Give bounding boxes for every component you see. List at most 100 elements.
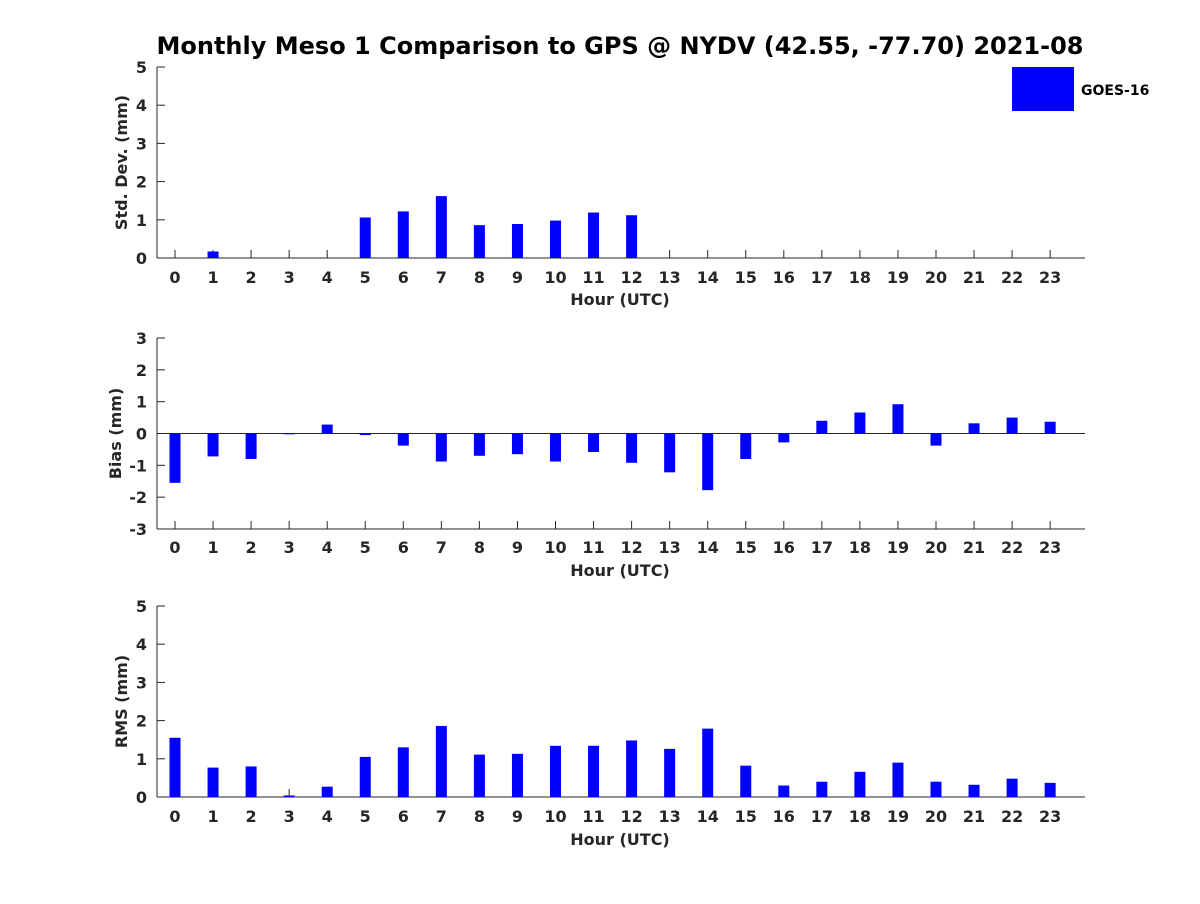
bar-rms-hour-19 (892, 762, 904, 797)
x-tick-label: 21 (963, 807, 985, 826)
x-tick-label: 0 (169, 807, 180, 826)
x-tick-label: 0 (169, 268, 180, 287)
bar-rms-hour-0 (169, 737, 181, 797)
x-tick-label: 18 (849, 268, 871, 287)
y-tick-label: 1 (136, 750, 147, 769)
bar-std-hour-5 (359, 217, 371, 258)
bar-bias-hour-1 (207, 433, 219, 457)
x-tick-label: 3 (284, 538, 295, 557)
x-tick-label: 21 (963, 538, 985, 557)
bar-rms-hour-10 (550, 745, 561, 797)
x-tick-label: 19 (887, 807, 909, 826)
bar-rms-hour-8 (473, 754, 485, 797)
bar-bias-hour-13 (664, 433, 676, 473)
x-tick-label: 18 (849, 538, 871, 557)
y-axis-label: Std. Dev. (mm) (112, 95, 131, 230)
x-tick-label: 13 (659, 807, 681, 826)
x-tick-label: 12 (620, 807, 642, 826)
y-tick-label: -1 (129, 456, 147, 475)
bar-bias-hour-4 (321, 424, 333, 434)
bar-rms-hour-14 (702, 728, 714, 797)
x-tick-label: 20 (925, 807, 947, 826)
x-tick-label: 5 (360, 268, 371, 287)
x-tick-label: 23 (1039, 538, 1061, 557)
x-tick-label: 23 (1039, 268, 1061, 287)
x-tick-label: 8 (474, 538, 485, 557)
bar-rms-hour-9 (511, 753, 523, 797)
bar-std-hour-8 (473, 225, 485, 258)
x-tick-label: 3 (284, 268, 295, 287)
chart-title: Monthly Meso 1 Comparison to GPS @ NYDV … (157, 32, 1084, 60)
x-tick-label: 4 (322, 538, 333, 557)
bar-bias-hour-12 (626, 433, 638, 463)
y-tick-label: 2 (136, 361, 147, 380)
bar-std-hour-1 (207, 251, 219, 258)
x-tick-label: 20 (925, 538, 947, 557)
x-tick-label: 12 (620, 538, 642, 557)
x-tick-label: 6 (398, 268, 409, 287)
x-tick-label: 10 (544, 268, 566, 287)
x-tick-label: 21 (963, 268, 985, 287)
legend: GOES-16 (1012, 67, 1149, 111)
bar-rms-hour-12 (626, 740, 638, 797)
y-axis-label: RMS (mm) (112, 655, 131, 748)
bar-std-hour-9 (511, 224, 523, 258)
bar-rms-hour-13 (664, 748, 676, 797)
bar-rms-hour-21 (968, 784, 980, 797)
bar-rms-hour-23 (1044, 782, 1056, 797)
x-tick-label: 2 (246, 807, 257, 826)
bar-bias-hour-7 (435, 433, 447, 462)
bar-rms-hour-16 (778, 785, 790, 797)
bar-rms-hour-5 (359, 756, 371, 797)
bar-bias-hour-23 (1044, 421, 1056, 434)
bar-bias-hour-6 (397, 433, 409, 446)
bar-rms-hour-15 (740, 765, 752, 797)
y-tick-label: 5 (136, 58, 147, 77)
y-tick-label: 4 (136, 635, 147, 654)
x-tick-label: 22 (1001, 538, 1023, 557)
y-tick-label: 4 (136, 96, 147, 115)
x-tick-label: 19 (887, 538, 909, 557)
x-tick-label: 11 (582, 807, 604, 826)
y-tick-label: -2 (129, 488, 147, 507)
bar-rms-hour-4 (321, 786, 333, 797)
bar-bias-hour-19 (892, 404, 904, 434)
x-tick-label: 5 (360, 538, 371, 557)
bar-bias-hour-11 (588, 433, 600, 452)
x-tick-label: 15 (735, 268, 757, 287)
x-tick-label: 4 (322, 268, 333, 287)
x-tick-label: 16 (773, 268, 795, 287)
bar-rms-hour-2 (245, 766, 257, 797)
x-tick-label: 1 (207, 807, 218, 826)
x-tick-label: 5 (360, 807, 371, 826)
x-tick-label: 2 (246, 268, 257, 287)
bar-bias-hour-22 (1006, 417, 1018, 434)
y-tick-label: 2 (136, 712, 147, 731)
y-tick-label: 2 (136, 173, 147, 192)
bar-bias-hour-15 (740, 433, 752, 459)
y-tick-label: 5 (136, 597, 147, 616)
x-tick-label: 11 (582, 538, 604, 557)
y-tick-label: -3 (129, 520, 147, 539)
bar-std-hour-7 (435, 196, 447, 258)
bar-std-hour-10 (550, 220, 561, 258)
x-tick-label: 17 (811, 538, 833, 557)
y-tick-label: 0 (136, 249, 147, 268)
bar-bias-hour-3 (283, 433, 295, 435)
bar-bias-hour-21 (968, 423, 980, 434)
bar-rms-hour-18 (854, 771, 866, 797)
x-axis-label: Hour (UTC) (570, 830, 670, 849)
x-tick-label: 6 (398, 807, 409, 826)
legend-swatch (1012, 67, 1074, 111)
x-tick-label: 15 (735, 538, 757, 557)
bar-std-hour-6 (397, 211, 409, 258)
x-tick-label: 13 (659, 268, 681, 287)
x-tick-label: 1 (207, 538, 218, 557)
bar-rms-hour-3 (283, 795, 295, 797)
